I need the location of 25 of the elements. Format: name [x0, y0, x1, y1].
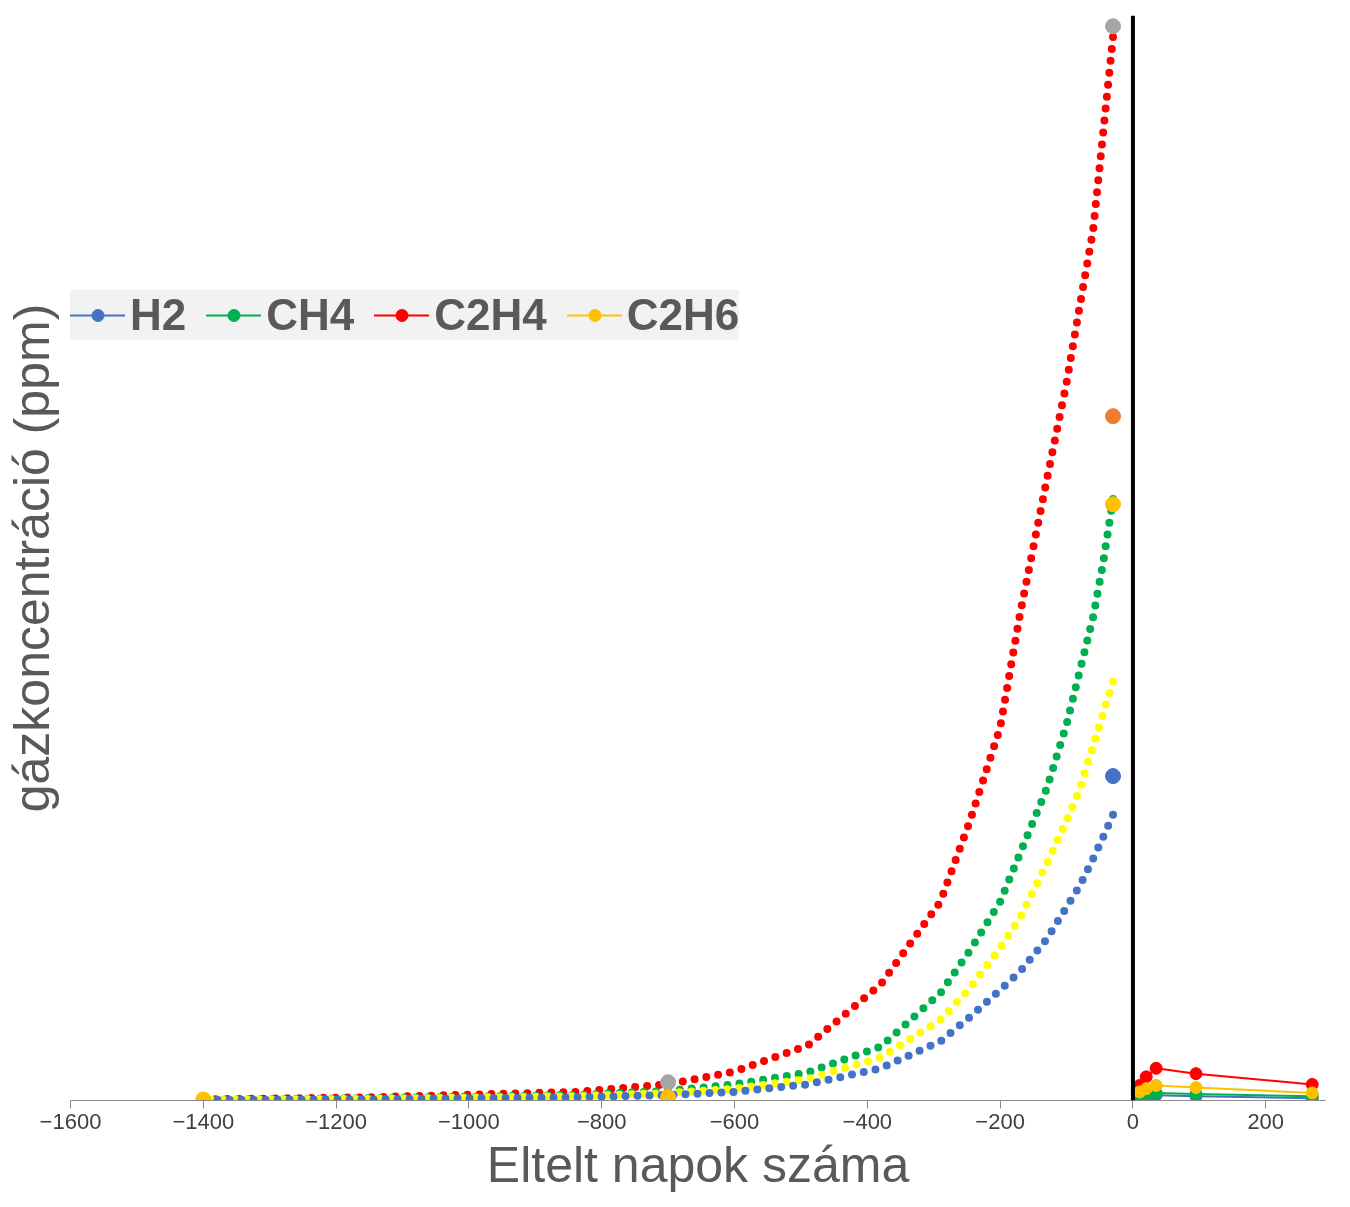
legend-label: C2H6	[626, 290, 740, 340]
point	[1105, 18, 1122, 35]
point	[1139, 1070, 1153, 1084]
x-tick-label: −200	[975, 1108, 1025, 1134]
legend-label: CH4	[266, 290, 355, 340]
point	[1189, 1067, 1203, 1081]
x-tick-label: −1000	[438, 1108, 500, 1134]
point	[1149, 1061, 1163, 1075]
x-tick-label: −1600	[39, 1108, 102, 1134]
x-tick-label: 200	[1247, 1108, 1285, 1134]
x-tick-label: −800	[576, 1108, 627, 1134]
x-tick-label: 0	[1126, 1108, 1140, 1134]
x-tick-label: −1200	[305, 1108, 368, 1134]
legend-label: H2	[130, 290, 187, 340]
point	[1139, 1082, 1153, 1096]
point	[660, 1074, 677, 1091]
point	[1149, 1078, 1163, 1092]
x-tick-label: −600	[709, 1108, 760, 1134]
point	[1189, 1081, 1203, 1095]
x-tick-label: −1400	[172, 1108, 235, 1134]
legend-label: C2H4	[434, 290, 547, 340]
x-axis-title: Eltelt napok száma	[486, 1136, 910, 1193]
y-axis-title: gázkoncentráció (ppm)	[3, 303, 60, 813]
x-tick-label: −400	[842, 1108, 893, 1134]
point	[1105, 408, 1122, 425]
